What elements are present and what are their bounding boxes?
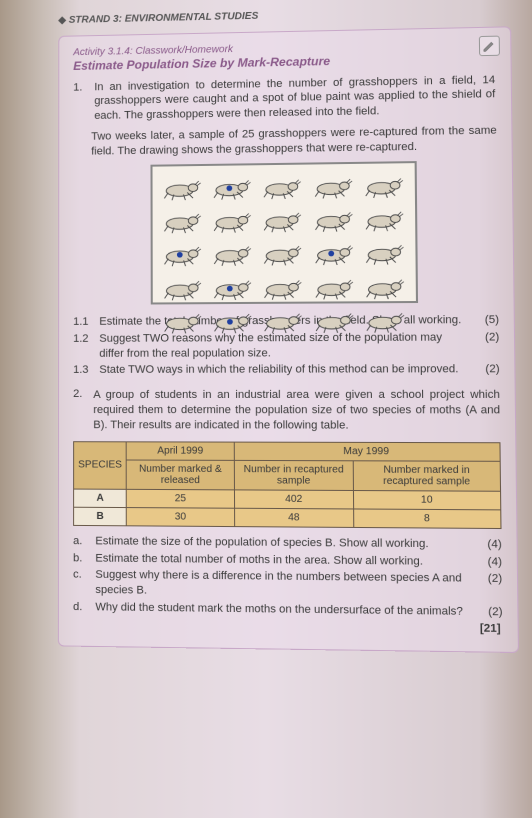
grasshopper-icon: [360, 270, 409, 302]
sub-question: a. Estimate the size of the population o…: [73, 534, 502, 553]
grasshopper-icon: [159, 205, 207, 237]
marks: (4): [470, 537, 502, 553]
question-2: 2. A group of students in an industrial …: [73, 388, 503, 635]
cell-species-a: A: [74, 489, 127, 507]
sub-question: b. Estimate the total number of moths in…: [73, 551, 502, 570]
q2-number: 2.: [73, 388, 93, 433]
marks: (5): [469, 313, 499, 328]
grasshopper-icon: [208, 204, 256, 236]
sub-number: 1.3: [73, 363, 99, 378]
grasshopper-icon: [209, 271, 257, 303]
grasshopper-icon: [310, 271, 359, 303]
textbook-page: STRAND 3: ENVIRONMENTAL STUDIES Activity…: [0, 0, 532, 818]
marks: (2): [470, 330, 500, 361]
grasshopper-icon: [159, 172, 207, 204]
sub-text: Estimate the size of the population of s…: [95, 534, 470, 552]
cell: 30: [127, 507, 235, 526]
sub-question: 1.3 State TWO ways in which the reliabil…: [73, 362, 500, 378]
grasshopper-icon: [360, 236, 409, 268]
grasshopper-icon: [259, 237, 308, 269]
marks: (2): [470, 572, 502, 603]
grasshopper-icon: [208, 171, 256, 203]
question-1: 1. In an investigation to determine the …: [73, 73, 500, 379]
grasshopper-icon: [309, 237, 358, 269]
q1-text1: In an investigation to determine the num…: [94, 73, 495, 124]
q2-intro-text: A group of students in an industrial are…: [93, 388, 500, 434]
sub-number: a.: [73, 534, 95, 549]
marks: (2): [471, 605, 503, 621]
marks: (2): [470, 362, 500, 377]
grasshopper-icon: [309, 203, 358, 235]
sub-number: 1.1: [73, 315, 99, 330]
sub-number: d.: [73, 600, 95, 615]
sub-text: Why did the student mark the moths on th…: [95, 600, 470, 620]
q1-para1: 1. In an investigation to determine the …: [73, 73, 496, 125]
activity-box: Activity 3.1.4: Classwork/Homework Estim…: [58, 26, 519, 653]
col-species: SPECIES: [74, 441, 127, 489]
q1-number: 1.: [73, 80, 91, 95]
grasshopper-icon: [259, 305, 308, 337]
grasshopper-icon: [209, 305, 257, 337]
q1-para2: Two weeks later, a sample of 25 grasshop…: [73, 124, 497, 160]
col-april: April 1999: [127, 442, 235, 461]
cell: 48: [234, 508, 353, 527]
grasshopper-icon: [209, 238, 257, 270]
sub-num-recap: Number in recaptured sample: [234, 460, 353, 490]
species-table: SPECIES April 1999 May 1999 Number marke…: [73, 441, 501, 529]
grasshopper-icon: [360, 203, 409, 235]
marks: (4): [470, 554, 502, 570]
sub-question: c. Suggest why there is a difference in …: [73, 568, 502, 603]
col-may: May 1999: [234, 442, 500, 461]
grasshopper-icon: [259, 204, 308, 236]
grasshopper-icon: [361, 304, 410, 336]
sub-text: Estimate the total number of moths in th…: [95, 551, 470, 570]
table-row: B 30 48 8: [74, 507, 501, 528]
sub-marked-released: Number marked & released: [127, 460, 235, 490]
grasshopper-icon: [310, 304, 359, 336]
cell: 402: [234, 490, 353, 509]
sub-number: 1.2: [73, 331, 99, 361]
sub-text: State TWO ways in which the reliability …: [99, 362, 470, 378]
cell: 10: [353, 490, 500, 509]
pencil-icon: [479, 36, 500, 57]
activity-title: Activity 3.1.4: Classwork/Homework Estim…: [73, 38, 496, 75]
sub-num-marked-recap: Number marked in recaptured sample: [353, 461, 500, 491]
sub-number: c.: [73, 568, 95, 598]
grasshopper-icon: [159, 305, 207, 337]
grasshopper-diagram: [150, 161, 418, 304]
sub-number: b.: [73, 551, 95, 566]
total-marks: [21]: [73, 617, 503, 635]
sub-text: Suggest why there is a difference in the…: [95, 568, 470, 602]
grasshopper-icon: [309, 170, 358, 202]
grasshopper-icon: [258, 170, 307, 202]
grasshopper-icon: [360, 169, 409, 201]
grasshopper-icon: [159, 238, 207, 270]
q2-intro: 2. A group of students in an industrial …: [73, 388, 500, 434]
grasshopper-icon: [159, 272, 207, 304]
grasshopper-icon: [259, 271, 308, 303]
cell: 8: [354, 509, 501, 529]
cell: 25: [127, 489, 235, 508]
cell-species-b: B: [74, 507, 127, 526]
strand-header: STRAND 3: ENVIRONMENTAL STUDIES: [58, 5, 511, 26]
